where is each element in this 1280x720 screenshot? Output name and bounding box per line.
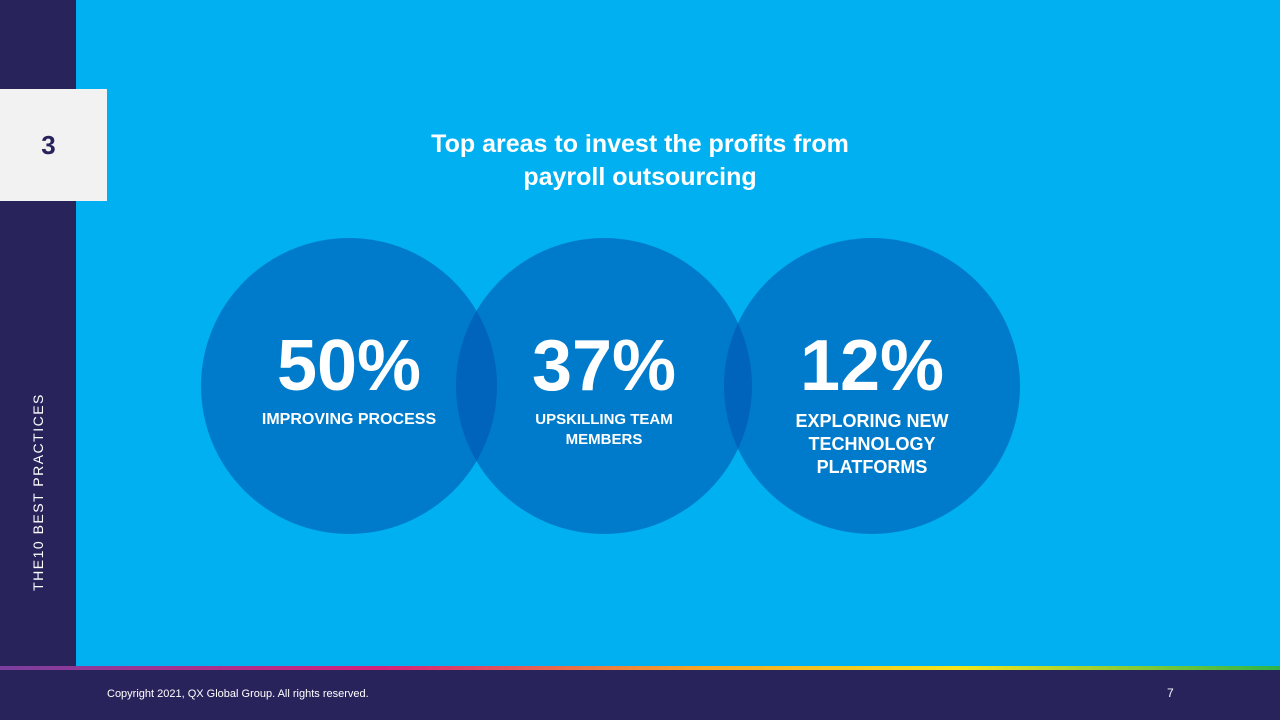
stat-value: 50%: [276, 326, 422, 406]
stat: 50% IMPROVING PROCESS: [201, 326, 497, 430]
stat: 37% UPSKILLING TEAM MEMBERS: [456, 326, 752, 450]
stat-label: UPSKILLING TEAM MEMBERS: [535, 411, 673, 448]
accent-stripe: [0, 666, 1280, 670]
copyright: Copyright 2021, QX Global Group. All rig…: [107, 688, 369, 700]
circle: [724, 238, 1020, 534]
circle: [201, 238, 497, 534]
section-label: THE10 BEST PRACTICES: [30, 393, 46, 591]
stat-label: IMPROVING PROCESS: [261, 411, 437, 428]
slide-title: Top areas to invest the profits from pay…: [431, 130, 849, 191]
stat-label: EXPLORING NEW TECHNOLOGY PLATFORMS: [795, 411, 949, 477]
stat-value: 12%: [799, 326, 945, 406]
section-number: 3: [0, 89, 107, 201]
footer: Copyright 2021, QX Global Group. All rig…: [0, 670, 1280, 720]
circle: [456, 238, 752, 534]
stat-value: 37%: [531, 326, 677, 406]
page-number: 7: [1167, 686, 1174, 700]
stat: 12% EXPLORING NEW TECHNOLOGY PLATFORMS: [724, 326, 1020, 479]
